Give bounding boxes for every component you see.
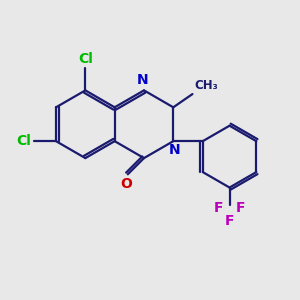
Text: Cl: Cl [78, 52, 93, 66]
Text: O: O [120, 177, 132, 191]
Text: F: F [214, 201, 223, 215]
Text: CH₃: CH₃ [194, 79, 218, 92]
Text: N: N [137, 73, 148, 87]
Text: F: F [225, 214, 234, 228]
Text: N: N [169, 142, 181, 157]
Text: Cl: Cl [16, 134, 31, 148]
Text: F: F [236, 201, 245, 215]
